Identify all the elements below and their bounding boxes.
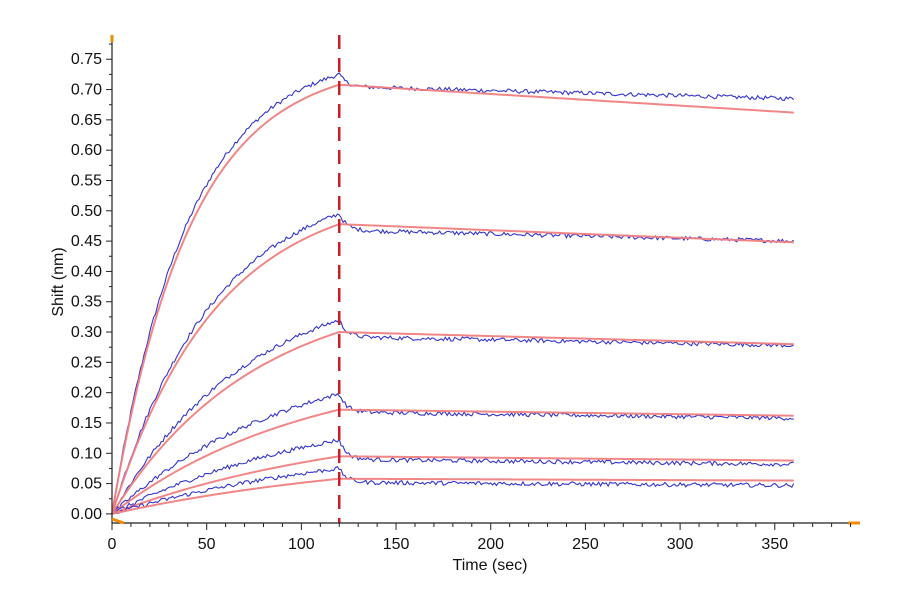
y-tick-label: 0.65	[71, 112, 102, 129]
ticks-group: 0.00 0.05 0.10 0.15 0.20 0.25 0.30 0.35 0.40 0.45…	[71, 43, 852, 553]
x-tick-label: 50	[198, 536, 216, 553]
y-tick-label: 0.70	[71, 82, 102, 99]
measured-curve-4	[111, 318, 794, 515]
fit-curve-3	[111, 223, 794, 515]
y-tick-label: 0.25	[71, 354, 102, 371]
y-tick-label: 0.75	[71, 51, 102, 68]
fit-curve-7	[111, 408, 794, 515]
origin-accent	[111, 517, 125, 525]
y-tick-label: 0.10	[71, 445, 102, 462]
x-tick-label: 150	[383, 536, 410, 553]
y-tick-label: 0.00	[71, 506, 102, 523]
x-tick-label: 300	[667, 536, 694, 553]
fit-curve-5	[111, 331, 794, 515]
y-tick-label: 0.40	[71, 263, 102, 280]
y-tick-label: 0.35	[71, 294, 102, 311]
measured-curve-6	[111, 393, 794, 515]
x-tick-label: 0	[108, 536, 117, 553]
measured-curve-0	[111, 72, 795, 515]
y-tick-label: 0.30	[71, 324, 102, 341]
y-tick-label: 0.50	[71, 203, 102, 220]
fit-curve-1	[111, 83, 794, 515]
y-tick-label: 0.20	[71, 385, 102, 402]
y-tick-label: 0.60	[71, 142, 102, 159]
y-axis-title: Shift (nm)	[50, 247, 67, 316]
fit-curve-9	[111, 455, 794, 515]
y-tick-label: 0.55	[71, 172, 102, 189]
y-tick-label: 0.45	[71, 233, 102, 250]
measured-curve-8	[111, 437, 794, 515]
series-group	[111, 72, 795, 515]
x-tick-label: 100	[288, 536, 315, 553]
fit-curve-11	[111, 477, 794, 515]
x-axis-title: Time (sec)	[453, 557, 528, 574]
x-tick-label: 350	[761, 536, 788, 553]
y-tick-label: 0.15	[71, 415, 102, 432]
x-tick-label: 250	[572, 536, 599, 553]
y-tick-label: 0.05	[71, 476, 102, 493]
x-tick-label: 200	[477, 536, 504, 553]
measured-curve-10	[111, 465, 795, 515]
axes-group	[110, 35, 860, 525]
